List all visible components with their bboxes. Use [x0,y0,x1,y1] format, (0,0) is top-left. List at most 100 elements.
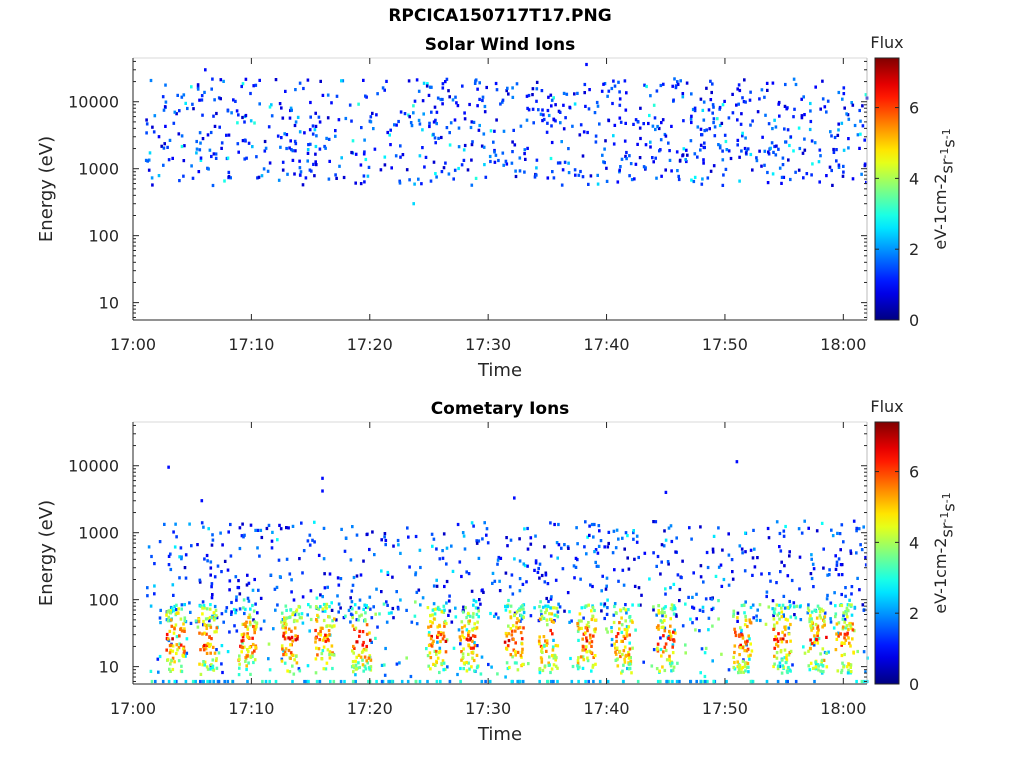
flux-cell [319,630,322,634]
flux-cell [289,656,292,660]
flux-cell [294,634,297,638]
flux-cell [243,533,246,537]
flux-cell [699,143,703,147]
flux-cell [712,164,716,168]
flux-cell [247,581,251,585]
flux-cell [685,81,689,85]
flux-cell [538,679,541,684]
flux-cell [778,531,782,536]
flux-cell [352,664,355,668]
flux-cell [658,669,661,673]
flux-cell [620,630,624,634]
flux-cell [807,649,810,653]
flux-cell [223,179,226,183]
flux-cell [594,618,598,622]
flux-cell [830,134,833,138]
flux-cell [773,654,776,658]
flux-cell [209,560,213,564]
flux-cell [696,125,700,129]
flux-cell [588,649,591,653]
flux-cell [511,140,514,144]
flux-cell [580,619,583,623]
flux-cell [205,651,209,655]
flux-cell [208,615,212,620]
flux-cell [342,616,346,620]
flux-cell [203,623,206,627]
flux-cell [734,633,738,638]
flux-cell [357,102,360,106]
flux-cell [834,648,838,652]
flux-cell [746,639,749,643]
flux-cell [316,613,319,617]
flux-cell [369,665,373,669]
flux-cell [723,133,727,137]
flux-cell [519,619,522,623]
flux-cell [357,661,360,665]
flux-cell [415,622,419,626]
flux-cell [629,656,632,660]
flux-cell [752,616,755,620]
flux-cell [634,162,638,166]
flux-cell [861,104,864,108]
flux-cell [624,603,627,607]
flux-cell [483,110,487,114]
flux-cell [408,565,411,569]
flux-cell [771,172,775,176]
flux-cell [845,624,849,628]
flux-cell [467,652,470,656]
flux-cell [183,649,186,653]
flux-cell [735,103,738,107]
flux-cell [590,617,594,622]
flux-cell [667,679,671,684]
flux-cell [821,79,824,83]
flux-cell [584,648,587,652]
flux-cell [472,658,476,663]
flux-cell [328,650,332,654]
flux-cell [355,618,359,622]
flux-cell [540,573,544,578]
flux-cell [740,112,743,116]
flux-cell [430,644,434,648]
flux-cell [501,151,505,155]
flux-cell [829,617,832,621]
flux-cell [175,112,178,116]
flux-cell [627,656,631,660]
flux-cell [621,568,625,572]
flux-cell [226,156,230,160]
flux-cell [225,606,229,610]
flux-cell [471,634,475,638]
flux-cell [763,149,767,153]
flux-cell [610,86,614,91]
flux-cell [826,99,830,103]
flux-cell [703,674,707,679]
flux-cell [731,570,734,574]
flux-cell [743,146,747,151]
flux-cell [195,151,198,155]
flux-cell [810,139,814,143]
flux-cell [177,646,181,650]
flux-cell [447,89,450,93]
flux-cell [501,100,504,104]
flux-cell [505,634,509,638]
flux-cell [226,568,230,572]
flux-cell [468,667,471,671]
flux-cell [442,604,446,608]
flux-cell [591,584,594,589]
flux-cell [543,580,547,584]
flux-cell [843,636,846,640]
flux-cell [246,632,249,636]
flux-cell [241,115,244,120]
flux-cell [590,522,594,527]
flux-cell [727,532,730,536]
flux-cell [220,612,224,616]
flux-cell [839,563,843,567]
flux-cell [315,618,318,622]
flux-cell [196,85,200,89]
flux-cell [403,112,407,116]
flux-cell [463,117,467,121]
flux-cell [776,667,780,671]
flux-cell [380,538,383,542]
flux-cell [605,166,608,170]
flux-cell [577,627,581,631]
flux-cell [548,612,551,616]
